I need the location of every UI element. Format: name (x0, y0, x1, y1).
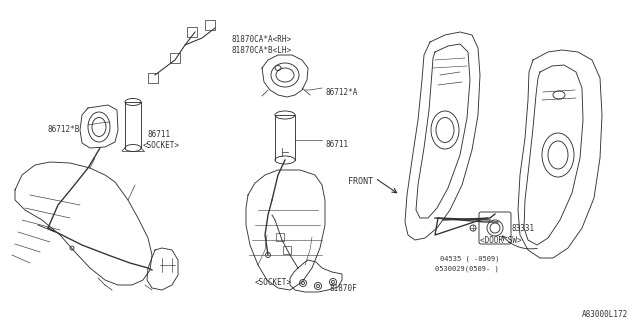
Text: <SOCKET>: <SOCKET> (255, 278, 292, 287)
Text: 86712*A: 86712*A (326, 88, 358, 97)
Text: 81870F: 81870F (330, 284, 358, 293)
Text: <DOOR SW>: <DOOR SW> (480, 236, 522, 245)
Text: 86711: 86711 (148, 130, 171, 139)
Text: 86711: 86711 (326, 140, 349, 149)
Bar (205, 20, 215, 30)
Bar (148, 73, 158, 83)
Text: 0530029(0509- ): 0530029(0509- ) (435, 265, 499, 271)
Bar (187, 27, 197, 37)
Text: 81870CA*B<LH>: 81870CA*B<LH> (232, 46, 292, 55)
Bar (283, 246, 291, 254)
Text: 86712*B: 86712*B (47, 125, 79, 134)
Text: <SOCKET>: <SOCKET> (143, 141, 180, 150)
Text: FRONT: FRONT (348, 177, 373, 186)
Text: 04535 ( -0509): 04535 ( -0509) (440, 255, 499, 261)
Text: 83331: 83331 (511, 224, 534, 233)
Bar (276, 233, 284, 241)
Text: A83000L172: A83000L172 (582, 310, 628, 319)
Text: 81870CA*A<RH>: 81870CA*A<RH> (232, 35, 292, 44)
Bar (170, 53, 180, 63)
